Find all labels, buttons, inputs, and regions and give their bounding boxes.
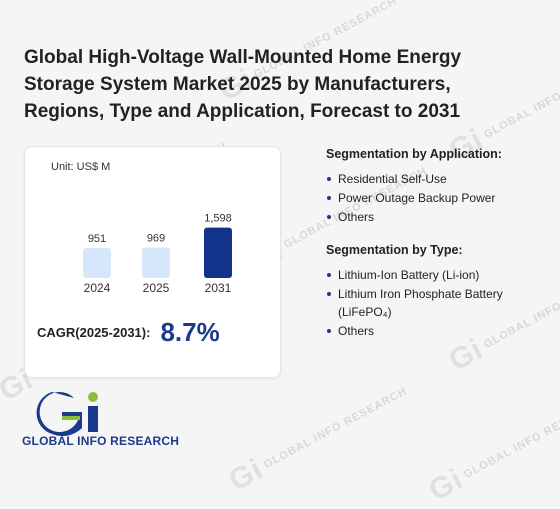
x-tick-label: 2024 [84, 281, 111, 295]
list-item: Power Outage Backup Power [326, 189, 546, 207]
segmentation-application-heading: Segmentation by Application: [326, 147, 502, 161]
cagr-value: 8.7% [160, 316, 220, 347]
segmentation-type-heading: Segmentation by Type: [326, 243, 463, 257]
x-tick-label: 2031 [205, 281, 232, 295]
data-label: 1,598 [204, 213, 232, 225]
bar-2025 [142, 247, 170, 278]
type-list: Lithium-Ion Battery (Li-ion) Lithium Iro… [326, 266, 546, 340]
list-item: Lithium Iron Phosphate Battery (LiFePO₄) [326, 285, 546, 321]
application-list: Residential Self-Use Power Outage Backup… [326, 170, 546, 226]
bar-chart: 951 2024 969 2025 1,598 2031 [83, 213, 232, 295]
data-label: 951 [88, 233, 106, 245]
market-size-card: Unit: US$ M 951 2024 969 2025 1,598 2031 CAGR… [24, 146, 281, 378]
logo-mark-icon [36, 391, 98, 437]
bar-2024 [83, 248, 111, 278]
list-item: Residential Self-Use [326, 170, 546, 188]
cagr-label: CAGR(2025-2031): [37, 324, 151, 340]
cagr-row: CAGR(2025-2031): 8.7% [37, 312, 272, 352]
page-title: Global High-Voltage Wall-Mounted Home En… [24, 47, 462, 122]
watermark: GiGLOBAL INFO RESEARCH [423, 395, 560, 508]
x-tick-label: 2025 [143, 281, 170, 295]
segmentation-application: Segmentation by Application: Residential… [326, 147, 546, 227]
unit-label: Unit: US$ M [51, 161, 111, 173]
bar-2031 [204, 227, 232, 278]
company-logo: GLOBAL INFO RESEARCH [22, 390, 192, 450]
list-item: Others [326, 322, 546, 340]
segmentation-type: Segmentation by Type: Lithium-Ion Batter… [326, 243, 546, 341]
watermark: GiGLOBAL INFO RESEARCH [223, 385, 410, 498]
logo-text: GLOBAL INFO RESEARCH [22, 434, 180, 448]
list-item: Others [326, 208, 546, 226]
list-item: Lithium-Ion Battery (Li-ion) [326, 266, 546, 284]
data-label: 969 [147, 232, 165, 244]
